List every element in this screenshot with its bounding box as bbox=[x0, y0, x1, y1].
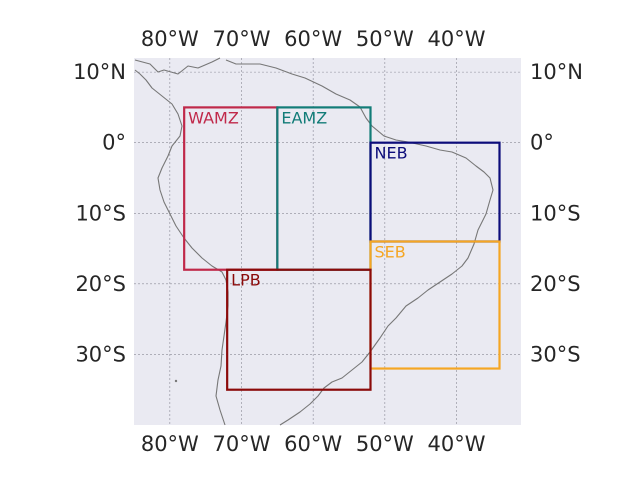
south-america-coastline bbox=[134, 57, 494, 426]
region-box-lpb bbox=[226, 268, 372, 391]
region-label-eamz: EAMZ bbox=[281, 108, 327, 127]
gridlines bbox=[134, 58, 521, 425]
region-label-seb: SEB bbox=[375, 243, 406, 262]
lon-tick-label-bottom: 40°W bbox=[428, 432, 486, 456]
coastline bbox=[134, 57, 494, 426]
lat-tick-label-right: 10°S bbox=[530, 201, 581, 225]
lon-tick-label-top: 50°W bbox=[356, 27, 414, 51]
lon-tick-label-bottom: 80°W bbox=[141, 432, 199, 456]
region-label-neb: NEB bbox=[375, 144, 408, 163]
lon-tick-label-top: 40°W bbox=[428, 27, 486, 51]
lat-tick-label-left: 30°S bbox=[75, 342, 126, 366]
lon-tick-label-top: 70°W bbox=[213, 27, 271, 51]
lat-tick-label-right: 10°N bbox=[530, 60, 583, 84]
region-label-lpb: LPB bbox=[231, 271, 261, 290]
lat-tick-label-right: 30°S bbox=[530, 342, 581, 366]
lon-tick-label-top: 60°W bbox=[284, 27, 342, 51]
lon-tick-label-bottom: 70°W bbox=[213, 432, 271, 456]
lat-tick-label-left: 10°N bbox=[73, 60, 126, 84]
lon-tick-label-bottom: 60°W bbox=[284, 432, 342, 456]
ticks-layer: 80°W 80°W 70°W 70°W 60°W 60°W 50°W 50°W 40°W 40°W… bbox=[73, 27, 583, 456]
lat-tick-label-right: 0° bbox=[530, 131, 554, 155]
lon-tick-label-bottom: 50°W bbox=[356, 432, 414, 456]
lat-tick-label-left: 10°S bbox=[75, 201, 126, 225]
lat-tick-label-right: 20°S bbox=[530, 272, 581, 296]
lon-tick-label-top: 80°W bbox=[141, 27, 199, 51]
lat-tick-label-left: 0° bbox=[102, 131, 126, 155]
regions-layer: WAMZ EAMZ NEB SEB LPB bbox=[183, 106, 501, 391]
lat-tick-label-left: 20°S bbox=[75, 272, 126, 296]
island-marker bbox=[174, 379, 178, 383]
region-label-wamz: WAMZ bbox=[188, 108, 239, 127]
